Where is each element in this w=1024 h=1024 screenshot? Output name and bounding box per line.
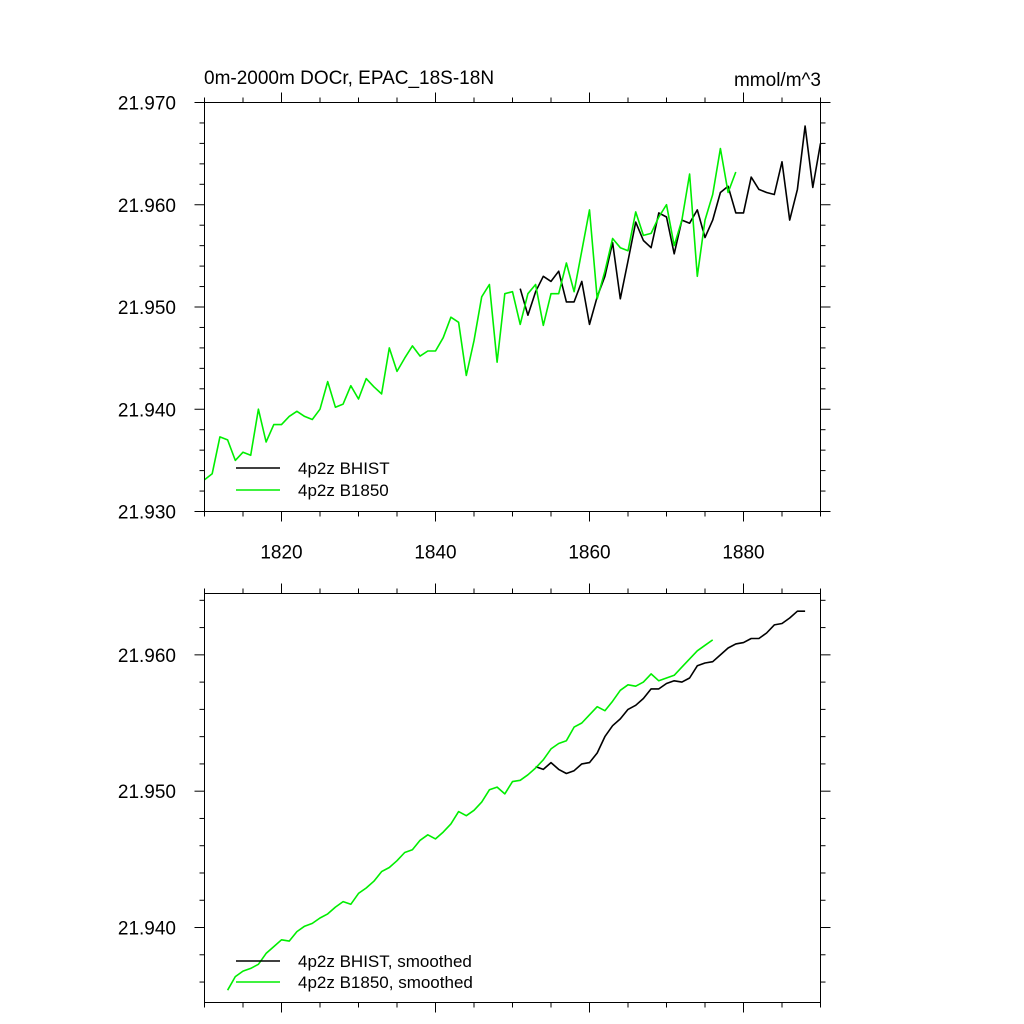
top-panel: 0m-2000m DOCr, EPAC_18S-18N mmol/m^3 182… [118, 68, 831, 564]
top-tick-layer [194, 92, 831, 522]
bottom-data-layer [226, 610, 806, 991]
series-line-1 [204, 147, 737, 481]
top-label-layer: 1820 1840 1860 1880 21.930 21.940 21.950 21.960… [118, 94, 765, 564]
series-line-0 [519, 125, 822, 326]
y-tick-label: 21.970 [118, 94, 176, 115]
y-tick-label: 21.930 [118, 503, 176, 524]
units-label: mmol/m^3 [734, 70, 821, 91]
y-tick-label: 21.960 [118, 196, 176, 217]
top-data-layer [204, 125, 822, 481]
y-tick-label: 21.960 [118, 646, 176, 667]
y-tick-label: 21.940 [118, 400, 176, 421]
series-line-0 [535, 610, 806, 775]
series-line-1 [226, 639, 714, 991]
top-plot-frame [204, 102, 821, 512]
x-tick-label: 1820 [260, 543, 302, 564]
bottom-tick-layer [194, 583, 831, 1013]
bottom-plot-frame [204, 593, 821, 1003]
x-tick-label: 1880 [722, 543, 764, 564]
bottom-legend: 4p2z BHIST, smoothed 4p2z B1850, smoothed [236, 952, 473, 992]
bottom-label-layer: 21.940 21.950 21.960 [118, 646, 176, 940]
chart-title: 0m-2000m DOCr, EPAC_18S-18N [204, 68, 494, 89]
legend-label-1: 4p2z B1850, smoothed [298, 973, 473, 992]
top-legend: 4p2z BHIST 4p2z B1850 [236, 459, 390, 500]
y-tick-label: 21.940 [118, 919, 176, 940]
y-tick-label: 21.950 [118, 298, 176, 319]
y-tick-label: 21.950 [118, 782, 176, 803]
legend-label-1: 4p2z B1850 [298, 481, 389, 500]
legend-label-0: 4p2z BHIST [298, 459, 390, 478]
x-tick-label: 1860 [568, 543, 610, 564]
x-tick-label: 1840 [414, 543, 456, 564]
legend-label-0: 4p2z BHIST, smoothed [298, 952, 472, 971]
